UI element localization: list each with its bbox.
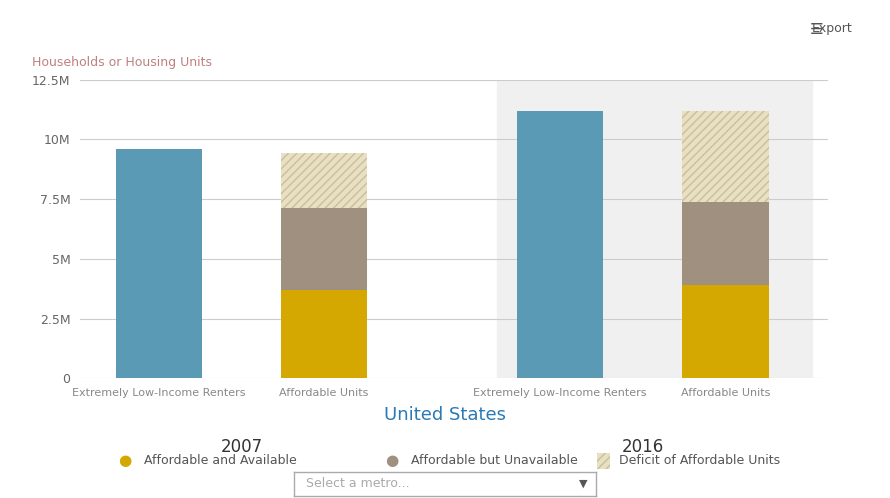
Bar	[116, 149, 202, 378]
Bar	[682, 202, 769, 285]
Bar	[682, 111, 769, 202]
Text: Deficit of Affordable Units: Deficit of Affordable Units	[619, 454, 781, 467]
Text: Affordable and Available: Affordable and Available	[144, 454, 297, 467]
Text: ●: ●	[118, 453, 131, 468]
Text: ▼: ▼	[578, 479, 587, 489]
Text: 2007: 2007	[221, 438, 263, 456]
Bar	[682, 285, 769, 378]
Text: Select a metro...: Select a metro...	[306, 477, 409, 490]
Text: Households or Housing Units: Households or Housing Units	[31, 56, 212, 69]
Bar	[280, 152, 368, 208]
Bar	[498, 80, 812, 378]
Bar	[280, 208, 368, 290]
Bar	[280, 290, 368, 378]
Text: ●: ●	[385, 453, 398, 468]
Text: ☰: ☰	[810, 22, 823, 37]
Text: United States: United States	[384, 406, 506, 424]
Bar	[597, 453, 610, 469]
Text: Export: Export	[812, 22, 853, 35]
Bar	[517, 111, 603, 378]
Text: 2016: 2016	[621, 438, 664, 456]
Text: Affordable but Unavailable: Affordable but Unavailable	[411, 454, 578, 467]
